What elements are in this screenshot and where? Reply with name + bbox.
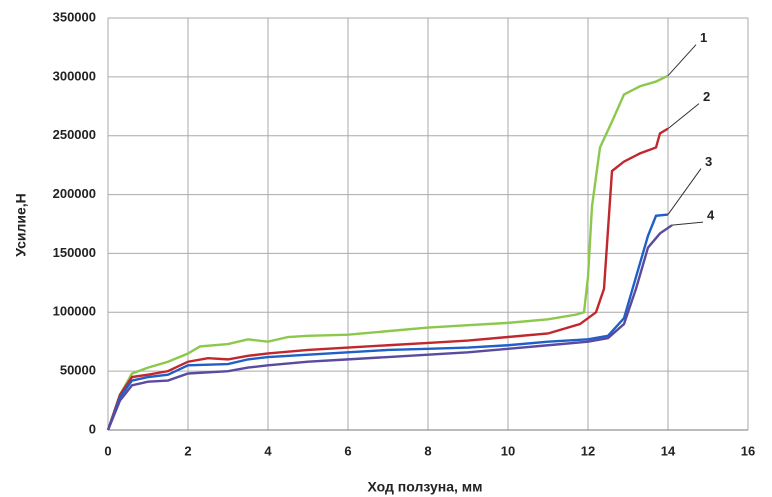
x-tick-label: 0 bbox=[104, 443, 111, 458]
x-tick-label: 2 bbox=[184, 443, 191, 458]
label-leader bbox=[667, 44, 697, 77]
label-leader bbox=[671, 221, 704, 226]
y-tick-label: 0 bbox=[89, 421, 96, 436]
label-leader bbox=[667, 103, 700, 130]
x-tick-label: 10 bbox=[501, 443, 515, 458]
x-tick-label: 16 bbox=[741, 443, 755, 458]
x-tick-label: 4 bbox=[264, 443, 272, 458]
x-axis-title: Ход ползуна, мм bbox=[368, 479, 483, 495]
y-tick-label: 250000 bbox=[53, 127, 96, 142]
y-tick-label: 100000 bbox=[53, 304, 96, 319]
data-line bbox=[106, 127, 669, 431]
x-tick-label: 8 bbox=[424, 443, 431, 458]
y-tick-label: 50000 bbox=[60, 363, 96, 378]
data-line bbox=[106, 74, 669, 431]
y-tick-label: 300000 bbox=[53, 68, 96, 83]
label-leader bbox=[667, 168, 702, 215]
y-axis-title: Усилие,Н bbox=[13, 193, 29, 257]
x-tick-label: 12 bbox=[581, 443, 595, 458]
y-tick-label: 350000 bbox=[53, 9, 96, 24]
x-tick-label: 14 bbox=[661, 443, 676, 458]
data-line bbox=[106, 213, 669, 431]
series-label: 2 bbox=[703, 89, 710, 104]
series-label: 1 bbox=[700, 30, 707, 45]
x-tick-label: 6 bbox=[344, 443, 351, 458]
y-tick-label: 200000 bbox=[53, 186, 96, 201]
data-line bbox=[106, 224, 673, 431]
series-label: 4 bbox=[707, 208, 715, 223]
series-label: 3 bbox=[705, 154, 712, 169]
y-tick-label: 150000 bbox=[53, 245, 96, 260]
